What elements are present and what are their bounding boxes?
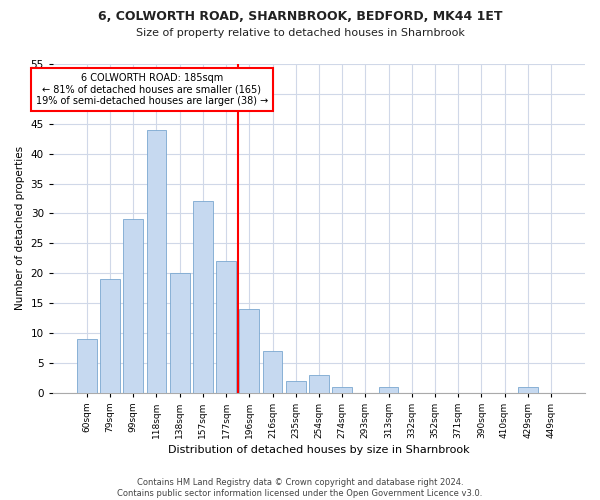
Bar [286,380,305,392]
Bar [100,279,120,392]
Bar [216,261,236,392]
Bar [332,386,352,392]
Text: 6, COLWORTH ROAD, SHARNBROOK, BEDFORD, MK44 1ET: 6, COLWORTH ROAD, SHARNBROOK, BEDFORD, M… [98,10,502,23]
Text: Contains HM Land Registry data © Crown copyright and database right 2024.
Contai: Contains HM Land Registry data © Crown c… [118,478,482,498]
Bar [239,309,259,392]
Bar [263,351,283,393]
Text: 6 COLWORTH ROAD: 185sqm
← 81% of detached houses are smaller (165)
19% of semi-d: 6 COLWORTH ROAD: 185sqm ← 81% of detache… [36,73,268,106]
Bar [124,220,143,392]
Bar [193,202,213,392]
Bar [518,386,538,392]
Bar [309,374,329,392]
Bar [77,339,97,392]
Bar [146,130,166,392]
Y-axis label: Number of detached properties: Number of detached properties [15,146,25,310]
Bar [170,273,190,392]
Bar [379,386,398,392]
X-axis label: Distribution of detached houses by size in Sharnbrook: Distribution of detached houses by size … [168,445,470,455]
Text: Size of property relative to detached houses in Sharnbrook: Size of property relative to detached ho… [136,28,464,38]
